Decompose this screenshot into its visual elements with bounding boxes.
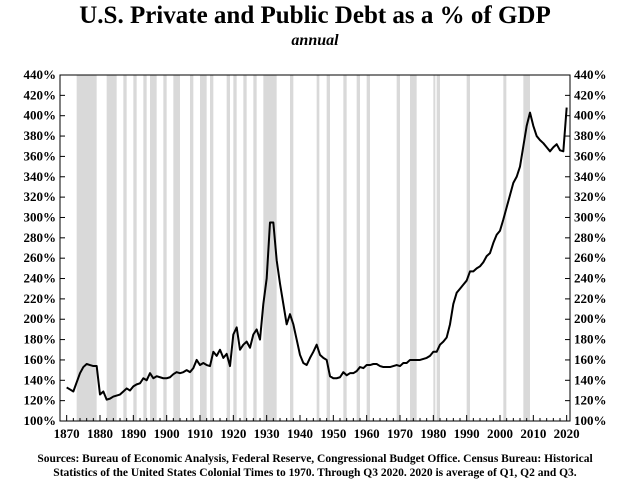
x-tick-label: 1980 [420, 426, 446, 441]
y-tick-label-right: 240% [574, 271, 607, 286]
recession-band [243, 75, 247, 421]
x-tick-label: 1990 [454, 426, 480, 441]
y-tick-label-left: 240% [24, 271, 57, 286]
x-tick-label: 1960 [354, 426, 380, 441]
y-tick-label-left: 420% [24, 87, 57, 102]
recession-shading-layer [76, 75, 530, 421]
x-tick-label: 1910 [187, 426, 213, 441]
recession-band [503, 75, 507, 421]
recession-band [343, 75, 347, 421]
recession-band [200, 75, 207, 421]
y-tick-label-right: 420% [574, 87, 607, 102]
y-tick-label-left: 380% [24, 128, 57, 143]
axes-layer: 100% 100% 120% 120% 140% 140% 160% 160% 180% 180%… [24, 67, 607, 441]
x-tick-label: 1890 [120, 426, 146, 441]
recession-band [410, 75, 417, 421]
recession-band [253, 75, 257, 421]
recession-band [210, 75, 214, 421]
recession-band [163, 75, 167, 421]
chart-title: U.S. Private and Public Debt as a % of G… [79, 2, 551, 29]
x-tick-label: 1970 [387, 426, 413, 441]
y-tick-label-right: 300% [574, 209, 607, 224]
recession-band [396, 75, 400, 421]
y-tick-label-right: 260% [574, 250, 607, 265]
y-tick-label-right: 320% [574, 189, 607, 204]
recession-band [523, 75, 530, 421]
y-tick-label-right: 340% [574, 169, 607, 184]
x-tick-label: 1950 [320, 426, 346, 441]
recession-band [133, 75, 137, 421]
recession-band [466, 75, 470, 421]
recession-band [326, 75, 330, 421]
y-tick-label-right: 200% [574, 311, 607, 326]
recession-band [433, 75, 436, 421]
y-tick-label-right: 400% [574, 108, 607, 123]
recession-band [233, 75, 237, 421]
y-tick-label-left: 120% [24, 393, 57, 408]
recession-band [150, 75, 157, 421]
source-line-2: Statistics of the United States Colonial… [53, 467, 577, 479]
y-tick-label-left: 300% [24, 209, 57, 224]
y-tick-label-left: 160% [24, 352, 57, 367]
y-tick-label-right: 220% [574, 291, 607, 306]
plot-frame [59, 74, 571, 422]
y-tick-label-right: 380% [574, 128, 607, 143]
y-tick-label-right: 280% [574, 230, 607, 245]
y-tick-label-left: 180% [24, 332, 57, 347]
series-layer [66, 107, 568, 401]
recession-band [106, 75, 117, 421]
chart-subtitle: annual [291, 32, 339, 49]
x-tick-label: 1940 [287, 426, 313, 441]
y-tick-label-left: 280% [24, 230, 57, 245]
y-tick-label-left: 100% [24, 413, 57, 428]
recession-band [290, 75, 294, 421]
y-tick-label-left: 140% [24, 372, 57, 387]
chart-source-note: Sources: Bureau of Economic Analysis, Fe… [0, 452, 630, 480]
x-tick-label: 1920 [220, 426, 246, 441]
y-tick-label-left: 200% [24, 311, 57, 326]
y-tick-label-left: 260% [24, 250, 57, 265]
recession-band [76, 75, 97, 421]
x-tick-label: 2000 [487, 426, 513, 441]
y-tick-label-left: 360% [24, 148, 57, 163]
source-line-1: Sources: Bureau of Economic Analysis, Fe… [37, 453, 593, 465]
recession-band [436, 75, 440, 421]
debt-to-gdp-line [66, 107, 568, 401]
recession-band [173, 75, 180, 421]
recession-band [190, 75, 194, 421]
recession-band [263, 75, 277, 421]
x-tick-label: 1870 [54, 426, 80, 441]
y-tick-label-left: 220% [24, 291, 57, 306]
recession-band [226, 75, 230, 421]
y-tick-label-right: 160% [574, 352, 607, 367]
y-tick-label-right: 120% [574, 393, 607, 408]
y-tick-label-left: 400% [24, 108, 57, 123]
x-tick-label: 2020 [554, 426, 580, 441]
y-tick-label-right: 100% [574, 413, 607, 428]
recession-band [356, 75, 360, 421]
recession-band [366, 75, 370, 421]
y-tick-label-right: 180% [574, 332, 607, 347]
recession-band [316, 75, 320, 421]
y-tick-label-right: 140% [574, 372, 607, 387]
x-tick-label: 1930 [254, 426, 280, 441]
recession-band [143, 75, 147, 421]
x-tick-label: 1880 [87, 426, 113, 441]
y-tick-label-left: 440% [24, 67, 57, 82]
y-tick-label-left: 340% [24, 169, 57, 184]
recession-band [123, 75, 127, 421]
x-tick-label: 2010 [520, 426, 546, 441]
y-tick-label-left: 320% [24, 189, 57, 204]
y-tick-label-right: 360% [574, 148, 607, 163]
x-tick-label: 1900 [154, 426, 180, 441]
y-tick-label-right: 440% [574, 67, 607, 82]
